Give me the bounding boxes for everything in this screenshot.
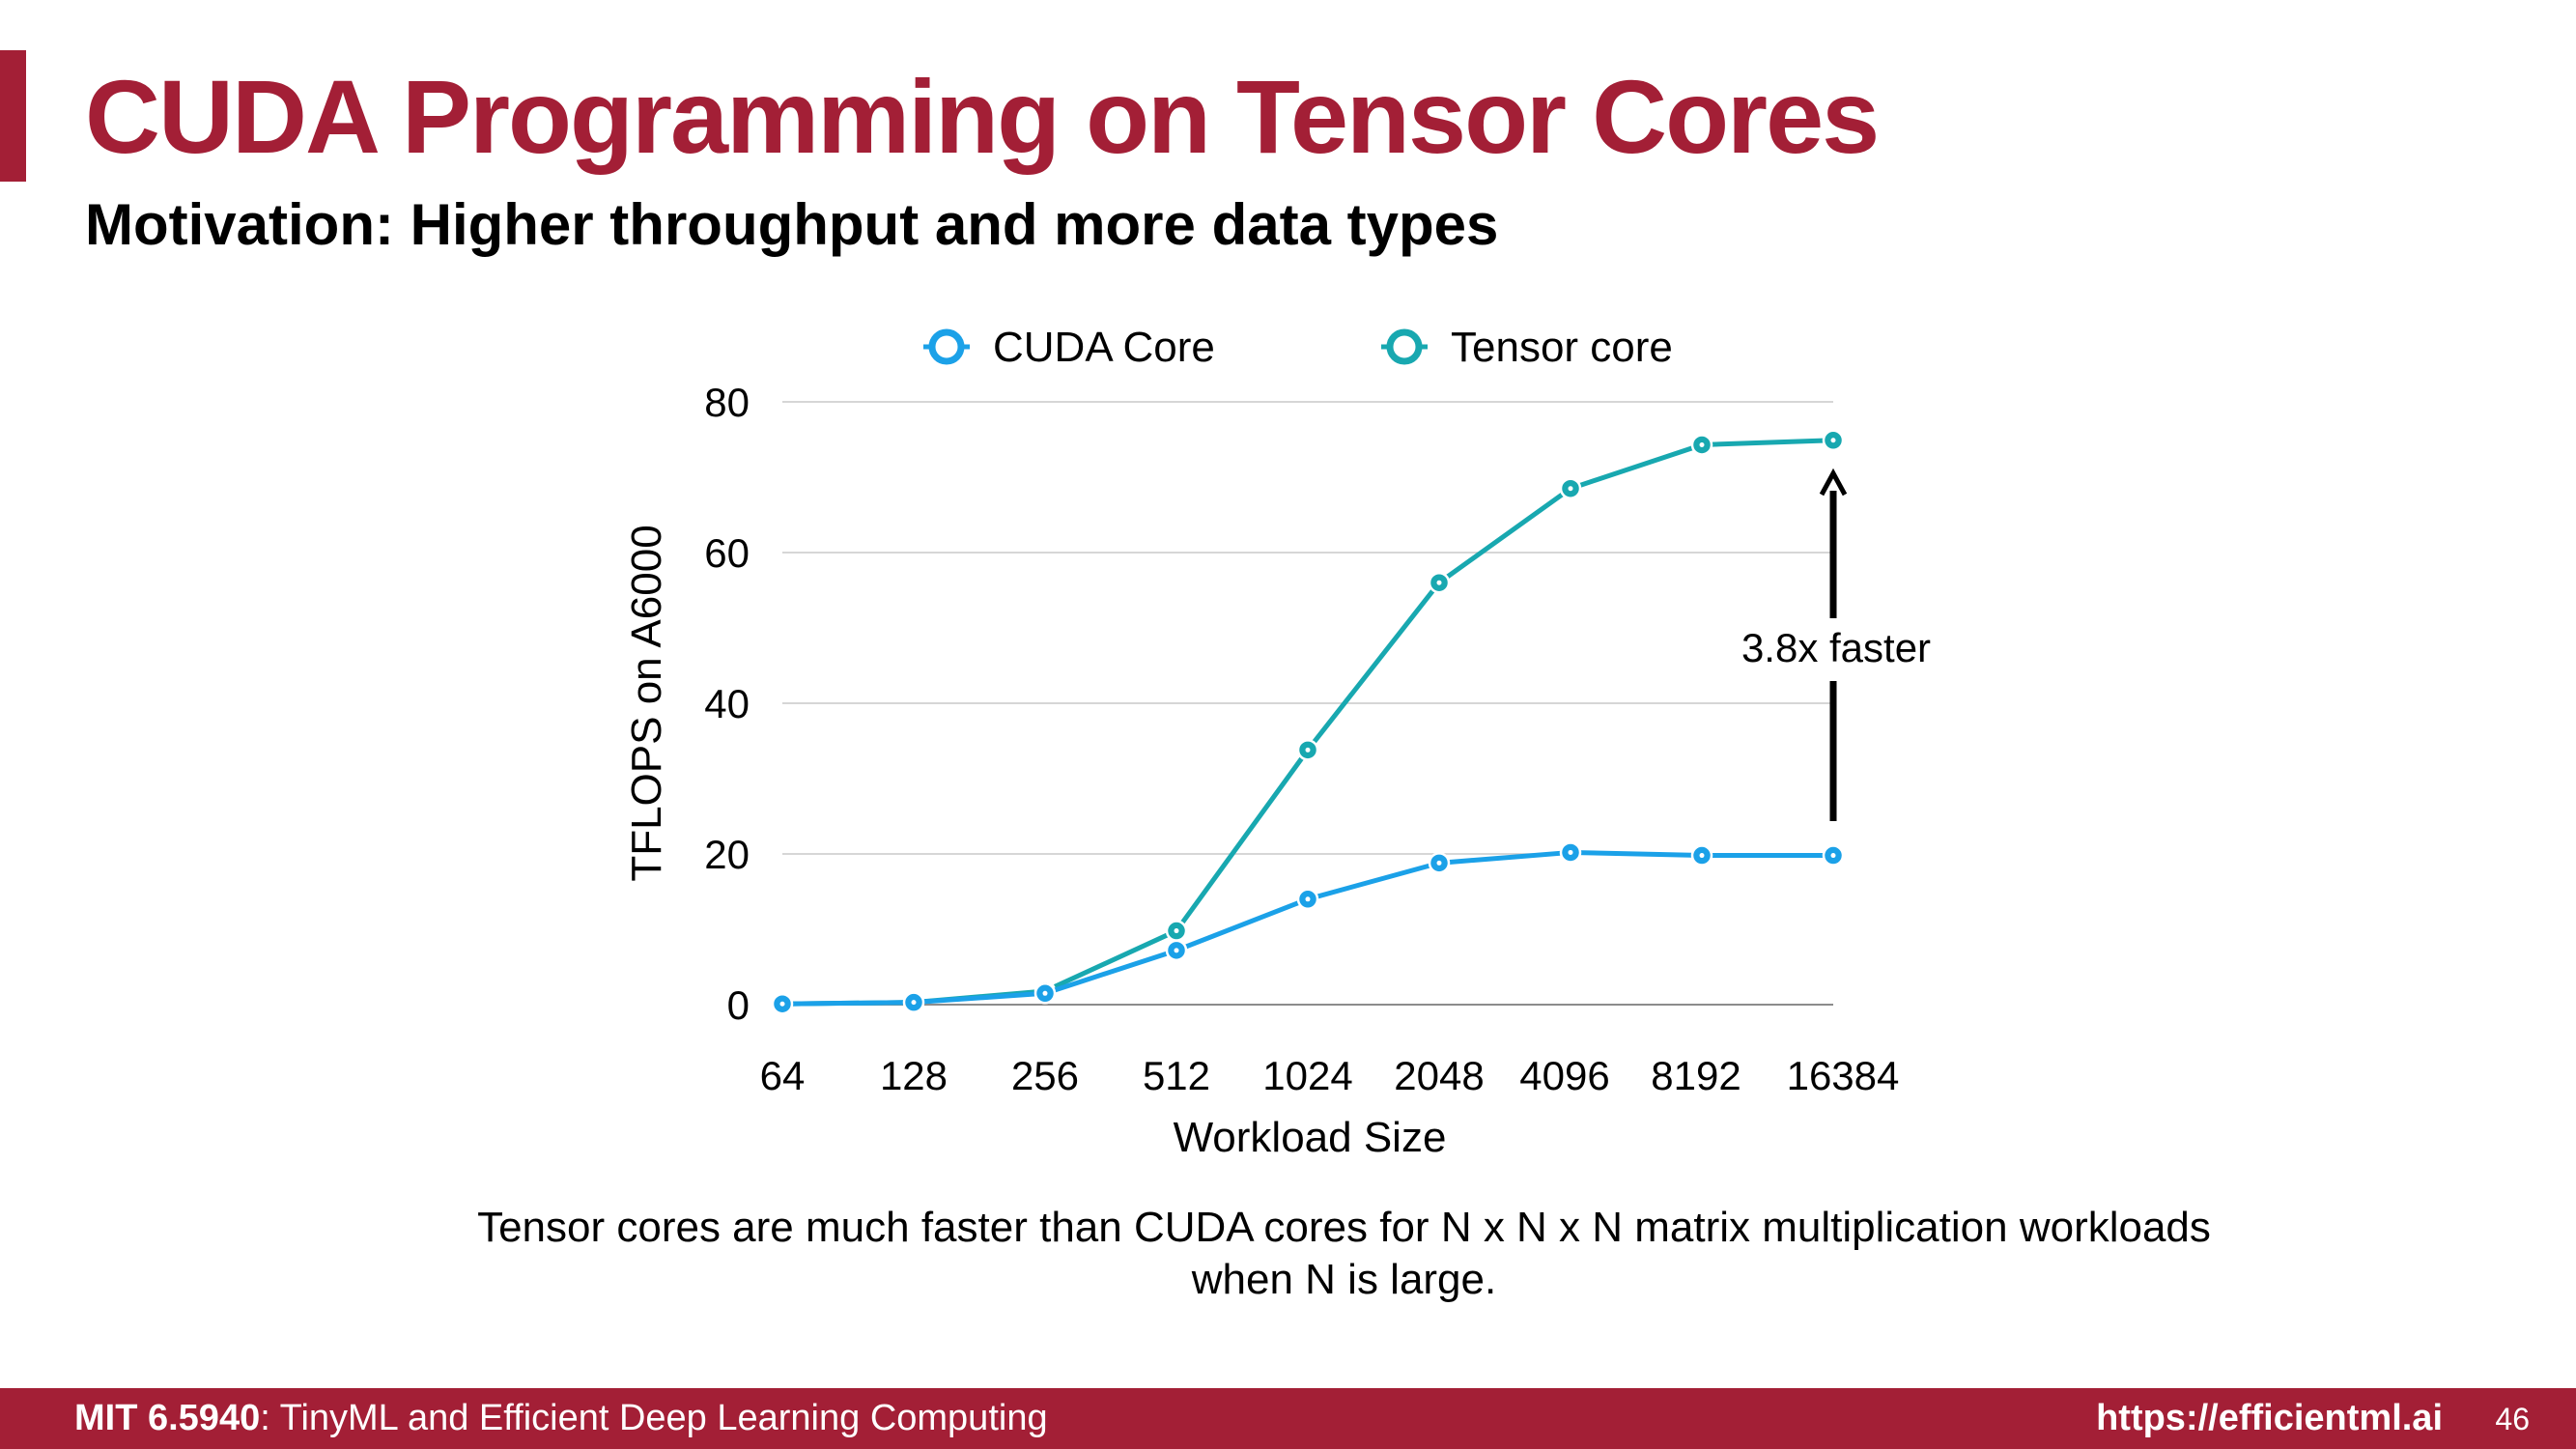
data-point-center — [1568, 486, 1573, 492]
title-accent-bar — [0, 50, 26, 182]
chart-gridlines — [782, 401, 1833, 1006]
footer-course-name: : TinyML and Efficient Deep Learning Com… — [260, 1398, 1048, 1438]
line-chart: 0 20 40 60 80 64 128 256 512 1024 2048 4096 8192 163… — [623, 324, 1931, 1161]
slide-caption: Tensor cores are much faster than CUDA c… — [290, 1202, 2398, 1306]
x-axis-label: Workload Size — [1174, 1114, 1447, 1161]
chart-legend: CUDA Core Tensor core — [923, 324, 1673, 371]
y-tick-label: 40 — [704, 681, 750, 726]
legend-marker — [1386, 328, 1423, 365]
footer-course: MIT 6.5940: TinyML and Efficient Deep Le… — [74, 1398, 1048, 1439]
x-tick-label: 256 — [1011, 1053, 1079, 1098]
annotation-arrow-head — [1819, 468, 1848, 497]
data-point-center — [911, 1000, 917, 1006]
x-tick-label: 8192 — [1651, 1053, 1741, 1098]
legend-label: Tensor core — [1451, 324, 1673, 371]
data-point-center — [1305, 896, 1311, 902]
x-tick-label: 512 — [1143, 1053, 1210, 1098]
series-line — [781, 849, 1833, 1007]
series-line — [781, 438, 1834, 1007]
data-point-center — [1436, 580, 1442, 585]
slide-subtitle: Motivation: Higher throughput and more d… — [85, 192, 1499, 257]
data-point-center — [779, 1001, 785, 1007]
y-axis-label: TFLOPS on A6000 — [623, 525, 670, 881]
data-point-center — [1830, 438, 1836, 443]
x-tick-label: 4096 — [1519, 1053, 1609, 1098]
footer-course-code: MIT 6.5940 — [74, 1398, 261, 1438]
x-tick-label: 16384 — [1787, 1053, 1900, 1098]
data-point-center — [1699, 441, 1705, 447]
data-point-center — [1436, 860, 1442, 866]
data-point-center — [1305, 747, 1311, 753]
footer-bar: MIT 6.5940: TinyML and Efficient Deep Le… — [0, 1388, 2576, 1449]
y-tick-label: 80 — [704, 380, 750, 425]
legend-item: CUDA Core — [923, 324, 1215, 371]
slide-title: CUDA Programming on Tensor Cores — [85, 58, 1880, 175]
chart-annotation: 3.8x faster — [1741, 468, 1931, 821]
data-point-center — [1174, 928, 1179, 934]
x-tick-label: 2048 — [1394, 1053, 1484, 1098]
data-point-center — [1568, 849, 1573, 855]
caption-line-2: when N is large. — [1191, 1256, 1497, 1303]
x-tick-label: 128 — [880, 1053, 948, 1098]
y-tick-label: 0 — [727, 982, 750, 1028]
page-number: 46 — [2495, 1402, 2530, 1436]
y-tick-labels: 0 20 40 60 80 — [704, 380, 750, 1028]
data-point-center — [1042, 990, 1048, 996]
x-tick-label: 1024 — [1262, 1053, 1352, 1098]
series-tensor-core — [771, 429, 1845, 1015]
chart-series — [771, 429, 1845, 1015]
data-point-center — [1699, 853, 1705, 859]
legend-marker — [928, 328, 965, 365]
footer-url[interactable]: https://efficientml.ai — [2096, 1398, 2443, 1438]
x-tick-labels: 64 128 256 512 1024 2048 4096 8192 16384 — [760, 1053, 1900, 1098]
legend-item: Tensor core — [1381, 324, 1673, 371]
y-tick-label: 60 — [704, 530, 750, 576]
annotation-label: 3.8x faster — [1741, 625, 1931, 670]
y-tick-label: 20 — [704, 832, 750, 877]
caption-line-1: Tensor cores are much faster than CUDA c… — [477, 1204, 2211, 1251]
x-tick-label: 64 — [760, 1053, 806, 1098]
data-point-center — [1830, 853, 1836, 859]
legend-label: CUDA Core — [993, 324, 1215, 371]
data-point-center — [1174, 948, 1179, 953]
series-cuda-core — [771, 841, 1845, 1015]
